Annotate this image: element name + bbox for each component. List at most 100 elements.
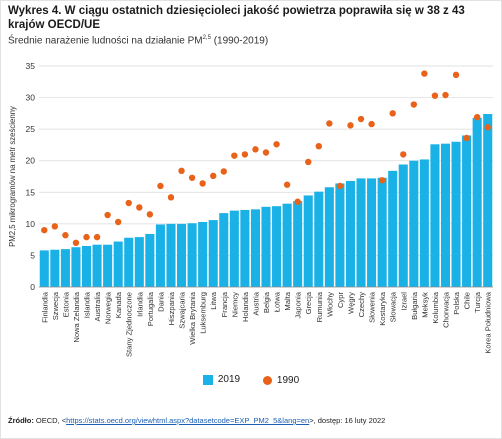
bar-2019 [293,201,303,287]
dot-1990 [136,204,143,211]
dot-1990 [442,91,449,99]
dot-1990 [368,120,375,128]
legend-label-1990: 1990 [276,374,300,386]
subtitle-superscript: 2,5 [202,35,211,41]
dot-1990 [93,233,101,241]
source-label: Źródło: [8,416,34,425]
x-tick-label: Węgry [346,292,355,314]
dot-1990 [199,180,206,187]
bar-2019 [103,244,113,287]
x-tick-label: Australia [93,291,102,321]
dot-1990 [252,146,259,153]
dot-1990 [262,149,270,156]
bar-2019 [71,247,81,287]
dot-1990 [51,223,59,230]
bar-2019 [324,187,334,287]
bar-2019 [388,170,398,287]
bar-2019 [134,237,144,287]
bar-2019 [398,164,408,287]
dot-1990 [294,198,301,205]
bar-2019 [430,144,440,287]
x-tick-label: Meksyk [420,292,429,318]
bar-2019 [187,223,197,287]
x-tick-label: Nowa Zelandia [72,291,81,342]
x-tick-label: Belgia [262,291,271,313]
x-tick-label: Słowenia [368,291,377,323]
dot-1990 [326,120,333,127]
x-tick-label: Francja [220,291,229,317]
source-text: OECD, < [33,416,67,425]
x-tick-label: Irlandia [135,291,144,317]
dot-1990 [167,194,175,201]
bar-2019 [472,117,482,287]
dot-1990 [378,177,386,184]
dot-1990 [210,172,217,180]
y-tick-label: 30 [26,93,36,103]
dot-1990 [146,211,154,218]
y-tick-label: 20 [26,156,36,166]
x-tick-label: Chorwacja [441,291,450,328]
x-tick-label: Finlandia [40,291,49,323]
bar-2019 [367,178,377,287]
x-tick-label: Austria [251,291,260,315]
bar-2019 [303,195,313,287]
dot-1990 [220,168,227,175]
x-tick-label: Chile [463,292,472,309]
x-tick-label: Estonia [61,291,70,317]
dot-1990 [273,141,280,148]
x-tick-label: Luksemburg [199,292,208,334]
y-tick-label: 25 [26,124,36,134]
legend-swatch-bar [202,374,213,385]
x-tick-label: Rumunia [315,291,324,322]
x-tick-label: Wielka Brytania [188,291,197,345]
bar-2019 [462,135,472,287]
bar-2019 [483,113,493,287]
x-tick-label: Polska [452,291,461,315]
bar-2019 [377,177,387,287]
source-link[interactable]: https://stats.oecd.org/viewhtml.aspx?dat… [66,416,310,425]
x-tick-label: Hiszpania [167,291,176,325]
bar-chart: 0 5 10 15 20 25 30 35 Finlandia Szwecja Estonia Now… [8,61,493,357]
bar-2019 [124,237,134,287]
dot-1990 [484,124,491,131]
dot-1990 [41,226,48,234]
source-note: Źródło: OECD, <https://stats.oecd.org/vi… [8,416,385,425]
y-tick-label: 0 [30,282,35,292]
x-tick-label: Holandia [241,291,250,322]
dot-1990 [157,182,164,190]
y-tick-label: 10 [26,219,36,229]
x-tick-label: Kostaryka [378,291,387,326]
bar-2019 [39,250,49,287]
x-tick-label: Łotwa [273,291,282,312]
bar-2019 [166,223,176,287]
x-tick-label: Stany Zjednoczone [125,292,134,357]
legend: 2019 1990 [0,374,502,388]
bar-2019 [229,210,239,287]
bar-2019 [440,143,451,287]
dot-1990 [389,110,396,117]
x-tick-label: Dania [156,291,165,312]
y-tick-label: 35 [26,61,36,71]
x-tick-label: Kolumbia [431,291,440,323]
bar-2019 [314,191,324,287]
dot-1990 [315,142,322,150]
dot-1990 [231,152,238,159]
dot-1990 [188,174,196,181]
bar-2019 [419,159,429,287]
dot-1990 [104,211,111,219]
bar-2019 [145,233,155,287]
dot-1990 [125,199,132,207]
x-tick-label: Izrael [399,292,408,311]
x-tick-label: Malta [283,291,292,310]
y-tick-label: 15 [26,187,36,197]
x-tick-label: Czechy [357,292,366,318]
dot-1990 [421,70,428,77]
bar-2019 [81,245,92,287]
dot-1990 [452,71,460,79]
dot-1990 [473,113,481,121]
x-tick-label: Słowacja [389,291,398,322]
x-tick-label: Korea Południowa [484,291,493,353]
bar-2019 [176,223,187,287]
x-tick-label: Włochy [325,292,334,317]
dot-1990 [305,158,312,166]
